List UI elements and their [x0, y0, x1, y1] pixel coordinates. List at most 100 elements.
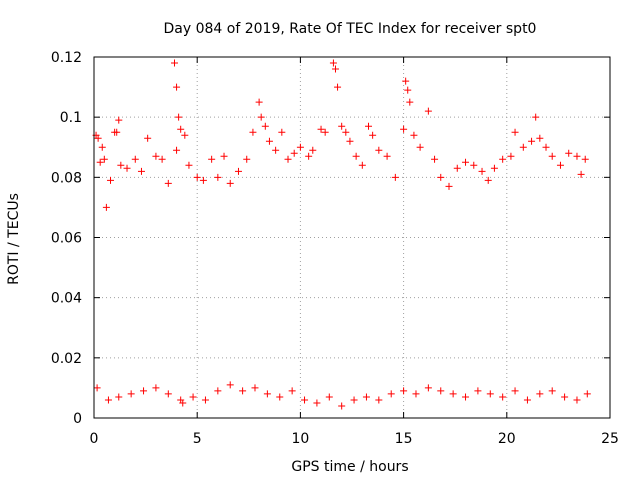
x-tick-label: 15	[395, 431, 413, 447]
data-point	[410, 131, 418, 139]
data-point	[400, 125, 408, 133]
data-point	[181, 131, 189, 139]
data-point	[173, 83, 181, 91]
data-point	[263, 390, 271, 398]
data-point	[581, 155, 589, 163]
data-point	[96, 158, 104, 166]
data-point	[406, 98, 414, 106]
data-point	[453, 164, 461, 172]
data-point	[214, 173, 222, 181]
data-point	[301, 396, 309, 404]
data-point	[338, 402, 346, 410]
data-point	[383, 152, 391, 160]
data-point	[199, 176, 207, 184]
data-point	[507, 152, 515, 160]
data-point	[265, 137, 273, 145]
data-point	[424, 107, 432, 115]
y-tick-labels: 0 0.02 0.04 0.06 0.08 0.1 0.12	[51, 50, 82, 427]
data-point	[249, 128, 257, 136]
data-point	[352, 152, 360, 160]
data-point	[437, 387, 445, 395]
data-point	[331, 65, 339, 73]
data-point	[511, 128, 519, 136]
chart-title: Day 084 of 2019, Rate Of TEC Index for r…	[164, 21, 537, 37]
data-point	[123, 164, 131, 172]
data-point	[164, 390, 172, 398]
data-point	[214, 387, 222, 395]
data-point	[556, 161, 564, 169]
data-point	[484, 176, 492, 184]
data-point	[144, 134, 152, 142]
data-point	[131, 155, 139, 163]
data-point	[536, 134, 544, 142]
data-point	[98, 143, 106, 151]
data-point	[325, 393, 333, 401]
data-point	[431, 155, 439, 163]
data-point	[511, 387, 519, 395]
data-point	[462, 158, 470, 166]
data-points	[92, 59, 591, 410]
y-tick-label: 0.08	[51, 170, 82, 186]
data-point	[342, 128, 350, 136]
data-point	[158, 155, 166, 163]
data-point	[251, 384, 259, 392]
x-axis-label: GPS time / hours	[291, 459, 408, 475]
data-point	[536, 390, 544, 398]
data-point	[499, 393, 507, 401]
x-tick-label: 20	[498, 431, 516, 447]
data-point	[486, 390, 494, 398]
data-point	[362, 393, 370, 401]
data-point	[573, 152, 581, 160]
data-point	[474, 387, 482, 395]
data-point	[177, 125, 185, 133]
y-tick-label: 0.06	[51, 231, 82, 247]
data-point	[175, 113, 183, 121]
data-point	[387, 390, 395, 398]
data-point	[261, 122, 269, 130]
data-point	[276, 393, 284, 401]
data-point	[257, 113, 265, 121]
x-tick-labels: 0 5 10 15 20 25	[90, 431, 619, 447]
data-point	[561, 393, 569, 401]
data-point	[528, 137, 536, 145]
data-point	[391, 173, 399, 181]
data-point	[226, 381, 234, 389]
data-point	[288, 387, 296, 395]
data-point	[565, 149, 573, 157]
data-point	[296, 143, 304, 151]
data-point	[400, 387, 408, 395]
data-point	[185, 161, 193, 169]
data-point	[193, 173, 201, 181]
data-point	[127, 390, 135, 398]
data-point	[404, 86, 412, 94]
data-point	[179, 399, 187, 407]
data-point	[100, 155, 108, 163]
data-point	[412, 390, 420, 398]
data-point	[313, 399, 321, 407]
data-point	[346, 137, 354, 145]
data-point	[358, 161, 366, 169]
y-tick-label: 0.02	[51, 351, 82, 367]
x-tick-label: 10	[291, 431, 309, 447]
y-tick-label: 0.04	[51, 291, 82, 307]
data-point	[519, 143, 527, 151]
data-point	[317, 125, 325, 133]
data-point	[542, 143, 550, 151]
data-point	[93, 384, 101, 392]
data-point	[201, 396, 209, 404]
data-point	[290, 149, 298, 157]
data-point	[255, 98, 263, 106]
data-point	[402, 77, 410, 85]
data-point	[113, 128, 121, 136]
data-point	[548, 152, 556, 160]
data-point	[338, 122, 346, 130]
data-point	[226, 179, 234, 187]
data-point	[208, 155, 216, 163]
data-point	[164, 179, 172, 187]
data-point	[94, 134, 102, 142]
data-point	[117, 161, 125, 169]
data-point	[284, 155, 292, 163]
data-point	[470, 161, 478, 169]
data-point	[220, 152, 228, 160]
